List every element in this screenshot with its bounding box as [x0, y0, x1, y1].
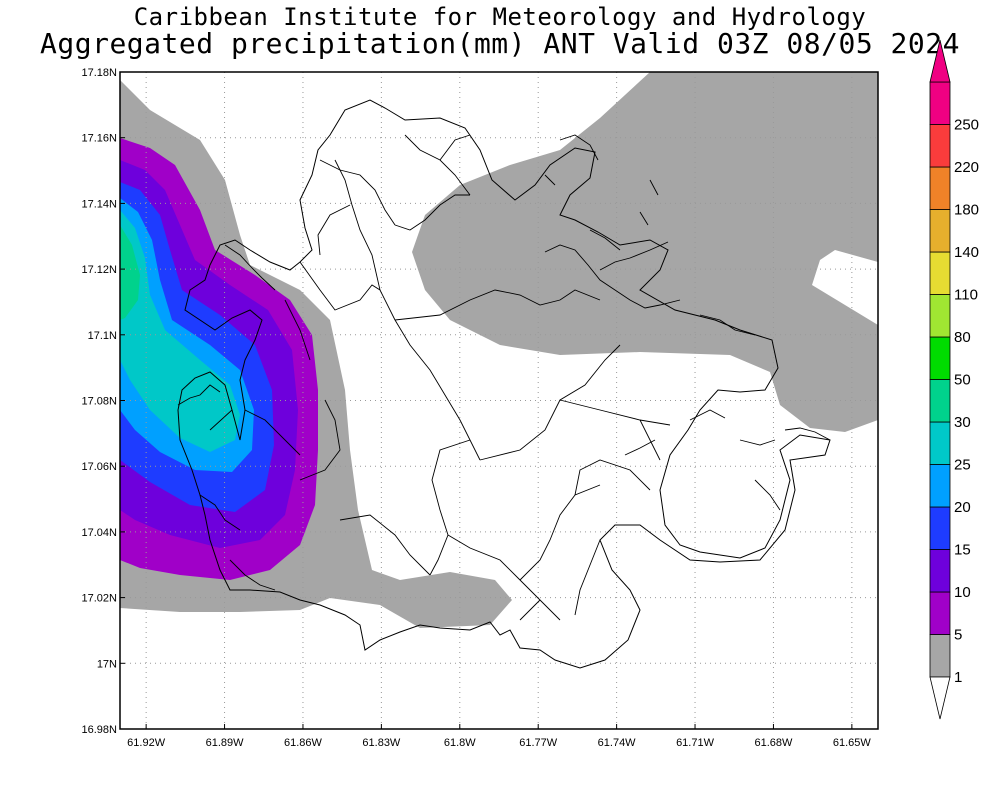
lat-tick-label: 17.12N — [82, 264, 118, 276]
lon-tick-label: 61.8W — [444, 737, 476, 749]
colorbar-segment — [929, 506, 951, 550]
island-outline — [177, 99, 831, 669]
west-coast-detail — [177, 244, 276, 591]
colorbar-segment — [929, 379, 951, 423]
colorbar-label: 180 — [954, 202, 979, 219]
colorbar-label: 50 — [954, 372, 971, 389]
colorbar-extend-top — [929, 39, 951, 83]
lon-tick-label: 61.92W — [127, 737, 166, 749]
colorbar-label: 1 — [954, 669, 962, 686]
colorbar-label: 5 — [954, 627, 962, 644]
lat-tick-label: 17.02N — [82, 593, 118, 605]
coastline — [177, 99, 831, 669]
precip-area-25mm — [120, 210, 240, 452]
lon-tick-label: 61.83W — [362, 737, 401, 749]
colorbar-segment — [929, 549, 951, 593]
north-peninsula-boundaries — [317, 134, 471, 256]
colorbar-segment — [929, 124, 951, 168]
lat-tick-label: 17.16N — [82, 133, 118, 145]
latitude-axis: 16.98N 17N 17.02N 17.04N 17.06N 17.08N 17.1N 17… — [82, 67, 125, 736]
lat-tick-label: 17N — [97, 658, 117, 670]
colorbar-segment — [929, 591, 951, 635]
colorbar-segment — [929, 81, 951, 125]
colorbar-label: 30 — [954, 414, 971, 431]
lon-tick-label: 61.71W — [676, 737, 715, 749]
longitude-axis: 61.92W 61.89W 61.86W 61.83W 61.8W 61.77W 61.74… — [127, 724, 871, 749]
colorbar-segment — [929, 294, 951, 338]
colorbar-segment — [929, 336, 951, 380]
lon-tick-label: 61.68W — [754, 737, 793, 749]
lat-tick-label: 16.98N — [82, 724, 118, 736]
colorbar-segment — [929, 421, 951, 465]
lat-tick-label: 17.1N — [88, 330, 117, 342]
colorbar-label: 250 — [954, 117, 979, 134]
colorbar-label: 10 — [954, 584, 971, 601]
parish-boundaries — [209, 159, 671, 621]
colorbar-segment — [929, 464, 951, 508]
title-line-2: Aggregated precipitation(mm) ANT Valid 0… — [40, 27, 960, 60]
colorbar-label: 220 — [954, 159, 979, 176]
lon-tick-label: 61.89W — [206, 737, 245, 749]
lat-tick-label: 17.18N — [82, 67, 118, 79]
colorbar-label: 140 — [954, 244, 979, 261]
lon-tick-label: 61.86W — [284, 737, 323, 749]
lon-tick-label: 61.65W — [833, 737, 872, 749]
colorbar-segment — [929, 634, 951, 678]
colorbar-label: 15 — [954, 542, 971, 559]
colorbar-segment — [929, 251, 951, 295]
colorbar-extend-bottom — [929, 676, 951, 720]
lat-tick-label: 17.08N — [82, 396, 118, 408]
lon-tick-label: 61.77W — [519, 737, 558, 749]
lat-tick-label: 17.14N — [82, 198, 118, 210]
colorbar-segment — [929, 209, 951, 253]
colorbar-label: 25 — [954, 457, 971, 474]
colorbar-label: 80 — [954, 329, 971, 346]
colorbar-segment — [929, 166, 951, 210]
lat-tick-label: 17.04N — [82, 527, 118, 539]
precip-area-30mm — [120, 225, 140, 320]
colorbar-label: 20 — [954, 499, 971, 516]
colorbar-label: 110 — [954, 287, 978, 304]
lat-tick-label: 17.06N — [82, 461, 118, 473]
east-islets — [544, 134, 831, 511]
lon-tick-label: 61.74W — [598, 737, 637, 749]
title-line-1: Caribbean Institute for Meteorology and … — [133, 3, 867, 31]
